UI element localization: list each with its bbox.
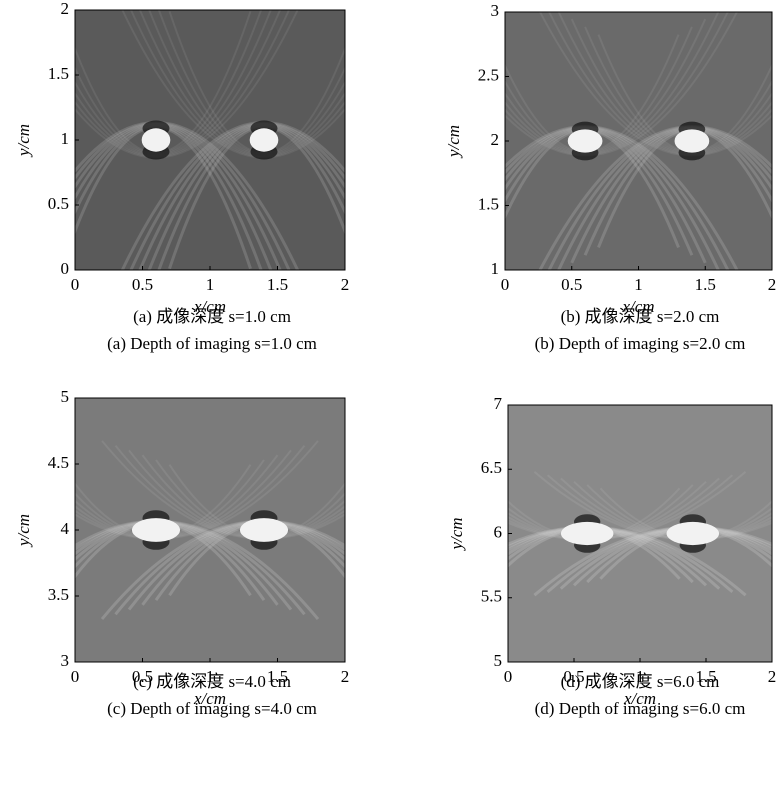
- y-tick-label: 1: [491, 259, 500, 278]
- caption-en: (d) Depth of imaging s=6.0 cm: [535, 699, 746, 718]
- x-tick-label: 1.5: [267, 667, 288, 686]
- y-tick-label: 5.5: [481, 587, 502, 606]
- caption-cn: (a) 成像深度 s=1.0 cm: [133, 307, 291, 326]
- x-axis-label: x/cm: [623, 689, 656, 708]
- y-tick-label: 5: [61, 387, 70, 406]
- x-tick-label: 2: [768, 667, 777, 686]
- x-tick-label: 2: [341, 667, 350, 686]
- y-tick-label: 5: [494, 651, 503, 670]
- panel: 0 0.5 1 1.5 2 3 3.5 4 4.5 5 x/cm y/cm (c) 成像深度 s=4.0…: [14, 387, 350, 718]
- y-tick-label: 2: [61, 0, 70, 18]
- target: [567, 129, 603, 153]
- y-tick-label: 7: [494, 394, 503, 413]
- caption-en: (c) Depth of imaging s=4.0 cm: [107, 699, 317, 718]
- x-tick-label: 1.5: [267, 275, 288, 294]
- x-tick-label: 2: [341, 275, 350, 294]
- x-tick-label: 1: [634, 275, 643, 294]
- image: [75, 10, 345, 270]
- target: [249, 128, 279, 152]
- y-axis-label: y/cm: [14, 124, 33, 158]
- caption-cn: (d) 成像深度 s=6.0 cm: [561, 672, 720, 691]
- image: [505, 12, 772, 270]
- x-tick-label: 0.5: [561, 275, 582, 294]
- x-tick-label: 1: [206, 667, 215, 686]
- y-tick-label: 1.5: [48, 64, 69, 83]
- y-axis-label: y/cm: [14, 514, 33, 548]
- caption-cn: (c) 成像深度 s=4.0 cm: [133, 672, 291, 691]
- target: [674, 129, 710, 153]
- target: [141, 128, 171, 152]
- caption-en: (a) Depth of imaging s=1.0 cm: [107, 334, 317, 353]
- panel: 0 0.5 1 1.5 2 0 0.5 1 1.5 2 x/cm y/cm (a) 成像深度 s=1.0…: [14, 0, 350, 353]
- x-tick-label: 0.5: [132, 275, 153, 294]
- x-tick-label: 2: [768, 275, 777, 294]
- x-tick-label: 0.5: [132, 667, 153, 686]
- x-tick-label: 1: [636, 667, 645, 686]
- y-tick-label: 1.5: [478, 194, 499, 213]
- y-tick-label: 2: [491, 130, 500, 149]
- y-tick-label: 3: [491, 1, 500, 20]
- panel: 0 0.5 1 1.5 2 1 1.5 2 2.5 3 x/cm y/cm (b) 成像深度 s=2.0…: [444, 1, 777, 353]
- y-tick-label: 0: [61, 259, 70, 278]
- image-background: [75, 10, 345, 270]
- x-tick-label: 0: [504, 667, 513, 686]
- image: [75, 398, 345, 662]
- caption-cn: (b) 成像深度 s=2.0 cm: [561, 307, 720, 326]
- image-background: [75, 398, 345, 662]
- y-tick-label: 4: [61, 519, 70, 538]
- target: [131, 518, 181, 542]
- target: [666, 521, 720, 546]
- image: [508, 405, 772, 662]
- y-tick-label: 0.5: [48, 194, 69, 213]
- x-tick-label: 0: [501, 275, 510, 294]
- y-tick-label: 3.5: [48, 585, 69, 604]
- caption-en: (b) Depth of imaging s=2.0 cm: [535, 334, 746, 353]
- x-tick-label: 0: [71, 667, 80, 686]
- y-tick-label: 2.5: [478, 65, 499, 84]
- y-tick-label: 6.5: [481, 458, 502, 477]
- target: [239, 518, 289, 542]
- x-axis-label: x/cm: [193, 297, 226, 316]
- y-tick-label: 4.5: [48, 453, 69, 472]
- x-tick-label: 1.5: [695, 275, 716, 294]
- x-axis-label: x/cm: [621, 297, 654, 316]
- x-axis-label: x/cm: [193, 689, 226, 708]
- panel: 0 0.5 1 1.5 2 5 5.5 6 6.5 7 x/cm y/cm (d) 成像深度 s=6.0…: [447, 394, 777, 718]
- image-background: [508, 405, 772, 662]
- image-background: [505, 12, 772, 270]
- x-tick-label: 1: [206, 275, 215, 294]
- y-tick-label: 3: [61, 651, 70, 670]
- y-tick-label: 1: [61, 129, 70, 148]
- x-tick-label: 0: [71, 275, 80, 294]
- target: [560, 521, 614, 546]
- y-axis-label: y/cm: [447, 517, 466, 551]
- x-tick-label: 1.5: [695, 667, 716, 686]
- x-tick-label: 0.5: [563, 667, 584, 686]
- y-axis-label: y/cm: [444, 125, 463, 159]
- y-tick-label: 6: [494, 522, 503, 541]
